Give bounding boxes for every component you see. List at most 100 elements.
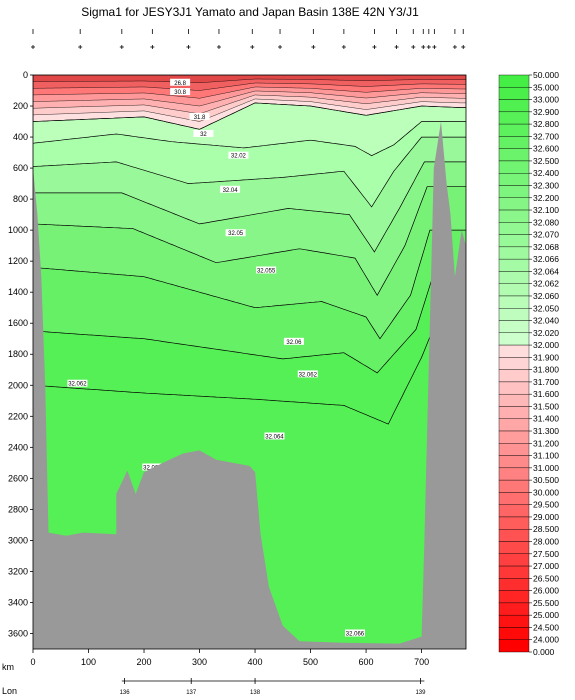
x-tick-label: 400	[248, 657, 263, 667]
contour-label: 32.062	[299, 372, 318, 378]
contour-label: 26.8	[174, 81, 186, 87]
y-tick-label: 2800	[8, 504, 28, 514]
y-tick-label: 200	[13, 101, 28, 111]
colorbar-cell	[498, 430, 530, 444]
colorbar-cell	[498, 111, 530, 125]
isopycnal-line	[33, 161, 466, 253]
y-tick-label: 2000	[8, 380, 28, 390]
colorbar-cell	[498, 565, 530, 579]
colorbar-label: 31.900	[533, 352, 559, 362]
colorbar-cell	[498, 160, 530, 174]
colorbar-label: 31.700	[533, 377, 559, 387]
contour-label-bg	[283, 337, 304, 345]
x-tick-label: 500	[303, 657, 318, 667]
colorbar-label: 29.500	[533, 500, 559, 510]
contour-label-bg	[67, 379, 88, 387]
colorbar-label: 31.400	[533, 414, 559, 424]
colorbar-label: 32.050	[533, 303, 559, 313]
contour-label: 31.8	[194, 115, 206, 121]
colorbar-cell	[498, 393, 530, 407]
colorbar-label: 50.000	[533, 70, 559, 80]
isopycnal-line	[33, 102, 466, 130]
contour-label: 32.06	[286, 340, 302, 346]
contour-label-bg	[264, 432, 285, 440]
colorbar-cell	[498, 529, 530, 542]
colorbar-cell	[498, 308, 530, 321]
contour-label: 32.05	[228, 231, 244, 237]
colorbar-cell	[498, 406, 530, 419]
colorbar-label: 32.800	[533, 119, 559, 129]
colorbar-label: 32.300	[533, 180, 559, 190]
contour-label-bg	[228, 151, 249, 159]
bathymetry	[33, 121, 466, 649]
colorbar-cell	[498, 197, 530, 211]
colorbar-cell	[498, 369, 530, 383]
colorbar-cell	[498, 295, 530, 309]
colorbar-cell	[498, 418, 530, 432]
colorbar-cell	[498, 455, 530, 469]
density-bands	[33, 75, 466, 425]
x2-axis-label: Lon	[2, 686, 17, 696]
colorbar-cell	[498, 479, 530, 493]
x-tick-label: 0	[30, 657, 35, 667]
y-tick-label: 1600	[8, 318, 28, 328]
colorbar-label: 33.000	[533, 95, 559, 105]
colorbar-label: 32.068	[533, 242, 559, 252]
colorbar-label: 35.000	[533, 82, 559, 92]
contour-label: 32.02	[231, 154, 247, 160]
colorbar-label: 28.000	[533, 537, 559, 547]
colorbar-cell	[498, 173, 530, 186]
colorbar-label: 27.000	[533, 561, 559, 571]
colorbar-label: 30.500	[533, 475, 559, 485]
colorbar-cell	[498, 344, 530, 358]
contour-label-bg	[256, 266, 277, 274]
colorbar-cell	[498, 234, 530, 248]
y-tick-label: 800	[13, 194, 28, 204]
contour-label: 32.062	[68, 382, 87, 388]
y-tick-label: 1800	[8, 349, 28, 359]
y-tick-label: 2400	[8, 442, 28, 452]
colorbar-label: 30.000	[533, 487, 559, 497]
colorbar-cell	[498, 136, 530, 149]
colorbar-label: 32.070	[533, 230, 559, 240]
colorbar-label: 25.000	[533, 610, 559, 620]
colorbar-label: 32.100	[533, 205, 559, 215]
x-tick-label: 200	[137, 657, 152, 667]
contour-label-bg	[189, 112, 210, 120]
y-tick-label: 3400	[8, 597, 28, 607]
colorbar-label: 32.080	[533, 217, 559, 227]
colorbar-cell	[498, 627, 530, 640]
isopycnal-line	[33, 121, 466, 157]
colorbar-label: 32.900	[533, 107, 559, 117]
y-tick-label: 600	[13, 163, 28, 173]
colorbar-label: 32.060	[533, 291, 559, 301]
colorbar-label: 31.200	[533, 438, 559, 448]
distance-axis: 0 100 200 300 400 500 600 700	[30, 649, 429, 667]
colorbar-label: 25.500	[533, 598, 559, 608]
y-tick-label: 1000	[8, 225, 28, 235]
colorbar-cell	[498, 541, 530, 554]
colorbar-label: 28.500	[533, 524, 559, 534]
contour-labels: 26.8 30.8 31.8 32 32.02 32.04 32.05 32.055 32.06…	[67, 78, 365, 637]
plot-area: 26.8 30.8 31.8 32 32.02 32.04 32.05 32.055 32.06…	[33, 75, 466, 649]
contour-label-bg	[344, 629, 365, 637]
x-axis-label: km	[2, 662, 14, 672]
x-tick-label: 300	[192, 657, 207, 667]
colorbar-cell	[498, 639, 530, 653]
contour-label-bg	[170, 88, 191, 96]
y-tick-label: 3600	[8, 628, 28, 638]
isopycnal-line	[33, 276, 466, 374]
colorbar-label: 32.600	[533, 144, 559, 154]
colorbar-cell	[498, 209, 530, 223]
colorbar-label: 26.000	[533, 586, 559, 596]
longitude-axis: 136 137 138 139	[120, 678, 426, 696]
colorbar-cell	[498, 443, 530, 456]
colorbar-label: 32.062	[533, 279, 559, 289]
contour-label-bg	[297, 370, 318, 378]
colorbar-label: 32.400	[533, 168, 559, 178]
colorbar: 50.000 35.000 33.000 32.900 32.800 32.700 32.6…	[498, 70, 559, 657]
colorbar-label: 31.300	[533, 426, 559, 436]
colorbar-cell	[498, 357, 530, 370]
y-tick-label: 2200	[8, 411, 28, 421]
contour-label-bg	[142, 463, 163, 471]
